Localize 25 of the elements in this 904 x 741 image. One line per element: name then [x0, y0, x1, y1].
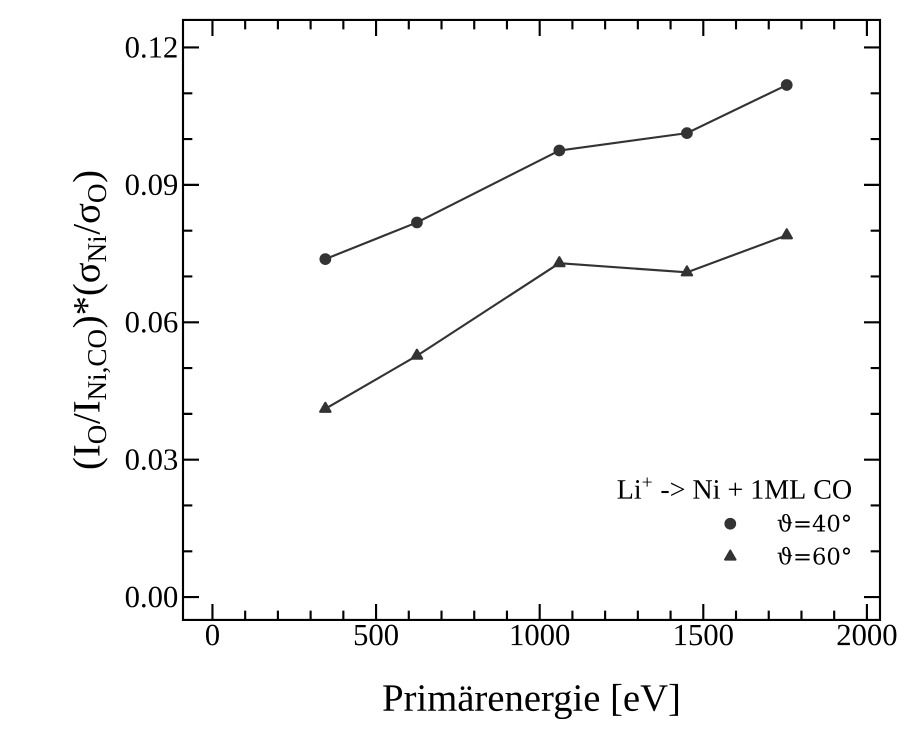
legend-label: ϑ=40°	[778, 514, 850, 532]
y-tick-label: 0.12	[126, 37, 177, 58]
point	[553, 144, 566, 156]
y-tick-label: 0.03	[126, 449, 178, 470]
point	[553, 256, 566, 268]
legend-label: ϑ=60°	[778, 546, 850, 565]
y-tick-label: 0.09	[126, 174, 178, 196]
text: (I$_{O}$/I$_{Ni,CO}$)*(σ$_{Ni}$/σ$_{O}$)	[72, 172, 110, 468]
point	[780, 79, 793, 91]
x-tick-label: 1000	[512, 624, 570, 646]
x-axis-title: Primärenergie [eV]	[383, 684, 678, 720]
point	[319, 402, 332, 413]
x-tick-label: 1500	[675, 624, 733, 646]
point	[780, 228, 794, 240]
x-tick-label: 500	[354, 624, 398, 646]
x-tick-label: 2000	[838, 624, 896, 646]
point	[681, 127, 693, 139]
x-tick-label: 0	[206, 624, 219, 646]
point	[680, 265, 694, 276]
point	[410, 348, 424, 360]
y-tick-label: 0.00	[126, 586, 178, 608]
legend-title: Li$^{+}$ -> Ni + 1ML CO	[618, 477, 851, 499]
point	[319, 253, 332, 265]
point	[411, 216, 423, 228]
y-tick-label: 0.06	[126, 312, 178, 333]
